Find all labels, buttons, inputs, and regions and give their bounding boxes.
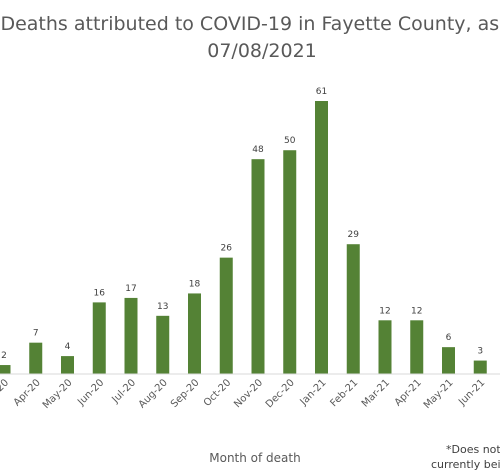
chart-title-line-1: Deaths attributed to COVID-19 in Fayette… <box>0 13 500 35</box>
tick-label-mar-20: 20 <box>0 377 11 394</box>
data-label-sep-20: 18 <box>189 279 201 289</box>
bar-group <box>0 101 487 374</box>
bar-may-21 <box>442 347 455 374</box>
data-label-mar-21: 12 <box>379 306 390 316</box>
data-label-aug-20: 13 <box>157 302 168 312</box>
tick-label-dec-20: Dec-20 <box>264 377 297 410</box>
bar-aug-20 <box>156 315 170 374</box>
tick-label-jul-20: Jul-20 <box>110 377 139 406</box>
bar-jun-21 <box>473 360 487 374</box>
x-axis-title: Month of death <box>209 451 300 465</box>
data-label-nov-20: 48 <box>252 145 264 155</box>
tick-label-may-21: May-21 <box>422 377 456 411</box>
tick-label-apr-20: Apr-20 <box>12 377 43 408</box>
tick-label-apr-21: Apr-21 <box>393 377 424 408</box>
tick-label-jun-21: Jun-21 <box>456 377 487 408</box>
bar-sep-20 <box>188 293 201 374</box>
tick-label-feb-21: Feb-21 <box>329 377 361 409</box>
data-label-jan-21: 61 <box>316 87 327 97</box>
tick-label-may-20: May-20 <box>41 377 75 411</box>
bar-jun-20 <box>92 302 106 374</box>
data-label-group: 2 7 4 16 17 13 18 26 48 50 61 29 12 12 6 3 <box>1 87 483 361</box>
tick-label-jan-21: Jan-21 <box>298 377 329 408</box>
bar-jul-20 <box>124 297 138 374</box>
data-label-feb-21: 29 <box>348 230 360 240</box>
tick-label-nov-20: Nov-20 <box>232 377 265 410</box>
data-label-mar-20: 2 <box>1 351 7 361</box>
tick-label-mar-21: Mar-21 <box>360 377 392 409</box>
data-label-apr-21: 12 <box>411 306 422 316</box>
bar-oct-20 <box>219 257 233 374</box>
bar-dec-20 <box>283 150 297 374</box>
tick-label-jun-20: Jun-20 <box>75 377 106 408</box>
bar-may-20 <box>61 356 74 374</box>
tick-label-oct-20: Oct-20 <box>202 377 234 409</box>
bar-mar-21 <box>378 320 392 374</box>
data-label-oct-20: 26 <box>221 244 233 254</box>
bar-apr-21 <box>410 320 424 374</box>
data-label-jun-20: 16 <box>94 288 106 298</box>
bar-jan-21 <box>315 101 328 374</box>
bar-apr-20 <box>29 342 43 374</box>
tick-label-aug-20: Aug-20 <box>137 377 170 410</box>
tick-label-sep-20: Sep-20 <box>169 377 202 410</box>
data-label-jun-21: 3 <box>477 347 483 357</box>
data-label-may-21: 6 <box>446 333 452 343</box>
bar-mar-20 <box>0 365 11 374</box>
data-label-jul-20: 17 <box>125 284 136 294</box>
bar-feb-21 <box>346 244 360 374</box>
data-label-dec-20: 50 <box>284 136 296 146</box>
data-label-may-20: 4 <box>65 342 71 352</box>
chart-title-line-2: 07/08/2021 <box>207 40 317 62</box>
data-label-apr-20: 7 <box>33 329 39 339</box>
footnote-line-2: currently bei <box>431 458 500 471</box>
bar-nov-20 <box>251 159 265 374</box>
footnote-line-1: *Does not <box>446 443 500 456</box>
